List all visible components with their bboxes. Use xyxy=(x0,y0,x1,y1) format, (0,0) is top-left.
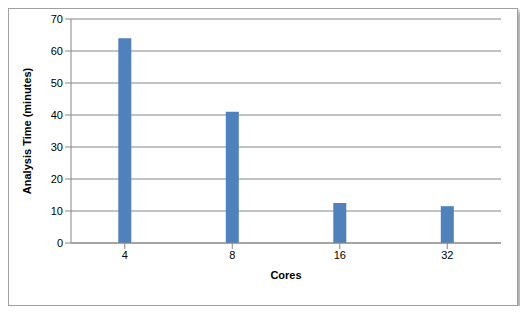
svg-text:10: 10 xyxy=(51,205,63,217)
svg-text:0: 0 xyxy=(57,237,63,249)
svg-text:30: 30 xyxy=(51,141,63,153)
svg-text:4: 4 xyxy=(122,249,128,261)
svg-text:Cores: Cores xyxy=(270,269,301,281)
svg-text:50: 50 xyxy=(51,77,63,89)
svg-text:60: 60 xyxy=(51,45,63,57)
svg-text:20: 20 xyxy=(51,173,63,185)
svg-text:70: 70 xyxy=(51,13,63,25)
svg-text:32: 32 xyxy=(441,249,453,261)
svg-text:8: 8 xyxy=(229,249,235,261)
svg-text:Analysis Time (minutes): Analysis Time (minutes) xyxy=(21,68,33,195)
svg-text:40: 40 xyxy=(51,109,63,121)
svg-text:16: 16 xyxy=(334,249,346,261)
